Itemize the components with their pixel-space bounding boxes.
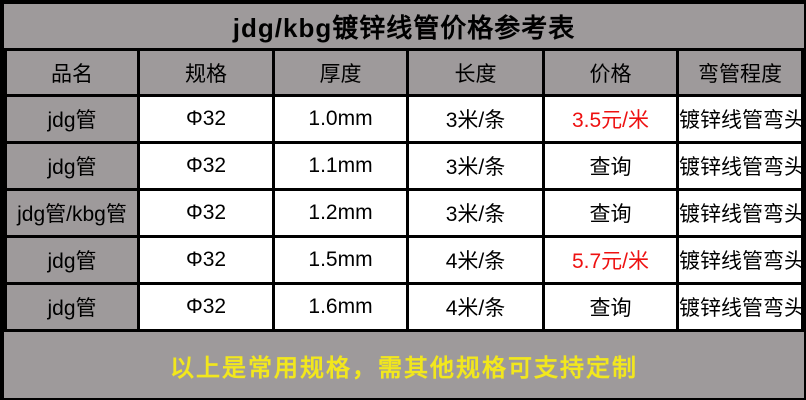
cell-price: 查询 — [542, 282, 679, 332]
table-row: jdg管 Φ32 1.1mm 3米/条 查询 镀锌线管弯头 — [4, 141, 804, 191]
cell-bend-degree: 镀锌线管弯头 — [676, 141, 804, 191]
cell-product-name: jdg管 — [4, 141, 140, 191]
header-row: 品名 规格 厚度 长度 价格 弯管程度 — [4, 48, 804, 97]
footer-note: 以上是常用规格，需其他规格可支持定制 — [170, 354, 638, 382]
table-row: jdg管 Φ32 1.5mm 4米/条 5.7元/米 镀锌线管弯头 — [4, 235, 804, 285]
cell-bend-degree: 镀锌线管弯头 — [676, 235, 804, 285]
table-row: jdg管 Φ32 1.0mm 3米/条 3.5元/米 镀锌线管弯头 — [4, 94, 804, 144]
cell-specification: Φ32 — [137, 141, 275, 191]
table-row: jdg管/kbg管 Φ32 1.2mm 3米/条 查询 镀锌线管弯头 — [4, 188, 804, 238]
header-specification: 规格 — [137, 48, 275, 97]
cell-specification: Φ32 — [137, 94, 275, 144]
cell-product-name: jdg管 — [4, 94, 140, 144]
cell-product-name: jdg管 — [4, 235, 140, 285]
cell-thickness: 1.6mm — [272, 282, 409, 332]
cell-bend-degree: 镀锌线管弯头 — [676, 94, 804, 144]
price-table: 品名 规格 厚度 长度 价格 弯管程度 jdg管 Φ32 1.0mm 3米/条 … — [4, 48, 804, 332]
header-bend-degree: 弯管程度 — [676, 48, 804, 97]
cell-length: 3米/条 — [406, 94, 545, 144]
cell-specification: Φ32 — [137, 282, 275, 332]
header-thickness: 厚度 — [272, 48, 409, 97]
cell-specification: Φ32 — [137, 235, 275, 285]
cell-thickness: 1.0mm — [272, 94, 409, 144]
cell-bend-degree: 镀锌线管弯头 — [676, 188, 804, 238]
cell-price: 3.5元/米 — [542, 94, 679, 144]
header-price: 价格 — [542, 48, 679, 97]
cell-length: 4米/条 — [406, 282, 545, 332]
cell-bend-degree: 镀锌线管弯头 — [676, 282, 804, 332]
cell-length: 4米/条 — [406, 235, 545, 285]
cell-specification: Φ32 — [137, 188, 275, 238]
cell-product-name: jdg管/kbg管 — [4, 188, 140, 238]
page-title: jdg/kbg镀锌线管价格参考表 — [232, 12, 576, 43]
cell-product-name: jdg管 — [4, 282, 140, 332]
cell-thickness: 1.2mm — [272, 188, 409, 238]
cell-price: 查询 — [542, 188, 679, 238]
cell-price: 5.7元/米 — [542, 235, 679, 285]
header-product-name: 品名 — [4, 48, 140, 97]
header-length: 长度 — [406, 48, 545, 97]
table-row: jdg管 Φ32 1.6mm 4米/条 查询 镀锌线管弯头 — [4, 282, 804, 332]
cell-length: 3米/条 — [406, 188, 545, 238]
cell-thickness: 1.1mm — [272, 141, 409, 191]
cell-length: 3米/条 — [406, 141, 545, 191]
cell-price: 查询 — [542, 141, 679, 191]
cell-thickness: 1.5mm — [272, 235, 409, 285]
